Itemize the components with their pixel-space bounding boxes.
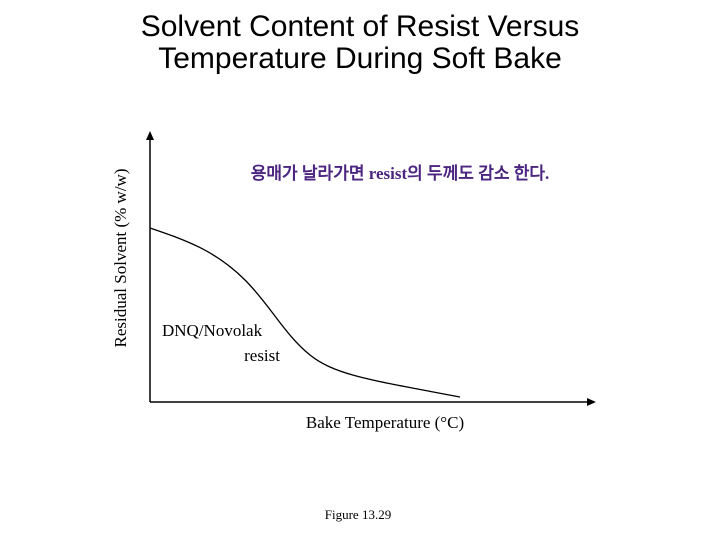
caption: Figure 13.29	[325, 507, 391, 522]
y-axis-label: Residual Solvent (% w/w)	[111, 169, 130, 348]
curve	[149, 227, 461, 398]
title-line: Temperature During Soft Bake	[158, 42, 562, 75]
annotation: 용매가 날라가면 resist의 두께도 감소 한다.	[251, 164, 550, 183]
x-axis-label: Bake Temperature (°C)	[306, 413, 464, 432]
title-line: Solvent Content of Resist Versus	[141, 10, 580, 43]
curve-label: DNQ/Novolak	[162, 321, 263, 340]
curve-label: resist	[244, 346, 280, 365]
